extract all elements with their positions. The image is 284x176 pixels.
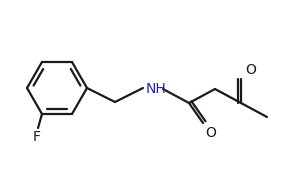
Text: O: O	[245, 63, 256, 77]
Text: O: O	[205, 126, 216, 140]
Text: NH: NH	[146, 82, 167, 96]
Text: F: F	[33, 130, 41, 144]
